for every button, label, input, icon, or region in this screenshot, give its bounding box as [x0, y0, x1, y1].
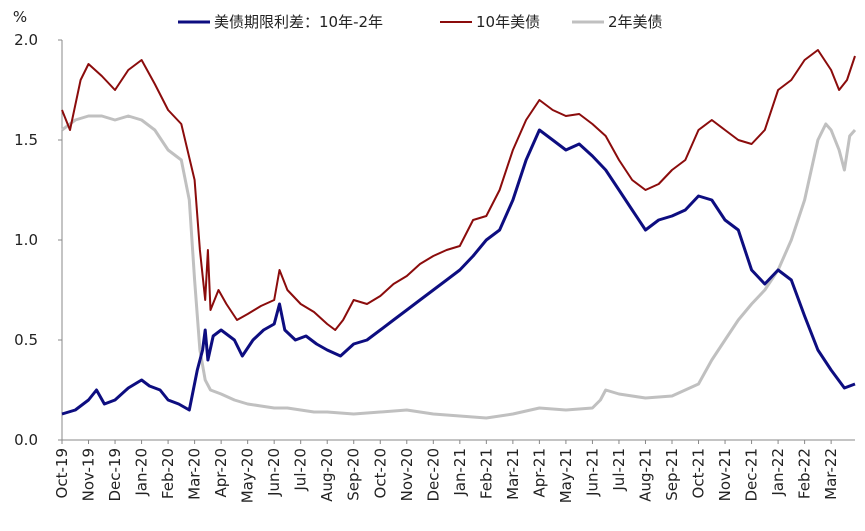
series-line-2: [61, 114, 857, 420]
x-tick-label: Dec-21: [743, 448, 761, 502]
x-tick-label: Nov-20: [398, 448, 416, 501]
x-tick-label: Jan-22: [769, 448, 787, 497]
x-tick-label: Feb-20: [159, 448, 177, 499]
x-tick-label: Mar-21: [504, 448, 522, 500]
x-tick-label: Jun-21: [583, 448, 601, 497]
x-tick-label: Jun-20: [265, 448, 283, 497]
y-ticks: 0.0 0.5 1.0 1.5 2.0: [14, 31, 62, 449]
x-tick-label: Oct-19: [53, 448, 71, 498]
legend-label-10y: 10年美债: [476, 13, 540, 31]
x-tick-label: Dec-19: [106, 448, 124, 502]
x-tick-label: Apr-21: [530, 448, 548, 498]
y-unit-label: %: [13, 8, 27, 26]
legend: 美债期限利差：10年-2年 10年美债 2年美债: [178, 13, 663, 31]
x-tick-label: Apr-20: [212, 448, 230, 498]
x-tick-label: Nov-21: [716, 448, 734, 501]
legend-label-2y: 2年美债: [608, 13, 663, 31]
x-tick-label: Jul-20: [292, 448, 310, 492]
x-tick-label: Sep-20: [345, 448, 363, 501]
legend-label-spread: 美债期限利差：10年-2年: [214, 13, 383, 31]
series-lines: [61, 49, 857, 420]
y-tick-label: 0.5: [14, 331, 38, 349]
x-tick-label: May-20: [239, 448, 257, 503]
x-tick-label: Nov-19: [80, 448, 98, 501]
y-tick-label: 1.0: [14, 231, 38, 249]
x-tick-label: Oct-20: [371, 448, 389, 498]
x-tick-label: Feb-22: [796, 448, 814, 499]
x-tick-label: Dec-20: [424, 448, 442, 502]
x-tick-label: Feb-21: [477, 448, 495, 499]
x-ticks: Oct-19 Nov-19 Dec-19 Jan-20 Feb-20 Mar-20 Apr-…: [53, 440, 840, 503]
x-tick-label: Mar-20: [186, 448, 204, 500]
x-tick-label: Sep-21: [663, 448, 681, 501]
x-tick-label: Aug-21: [636, 448, 654, 502]
x-tick-label: Jul-21: [610, 448, 628, 492]
x-tick-label: May-21: [557, 448, 575, 503]
x-tick-label: Aug-20: [318, 448, 336, 502]
x-tick-label: Jan-21: [451, 448, 469, 497]
y-tick-label: 0.0: [14, 431, 38, 449]
x-tick-label: Jan-20: [133, 448, 151, 497]
series-line-1: [61, 49, 856, 331]
x-tick-label: Oct-21: [690, 448, 708, 498]
series-line-0: [61, 128, 856, 416]
y-tick-label: 2.0: [14, 31, 38, 49]
x-tick-label: Mar-22: [822, 448, 840, 500]
y-tick-label: 1.5: [14, 131, 38, 149]
